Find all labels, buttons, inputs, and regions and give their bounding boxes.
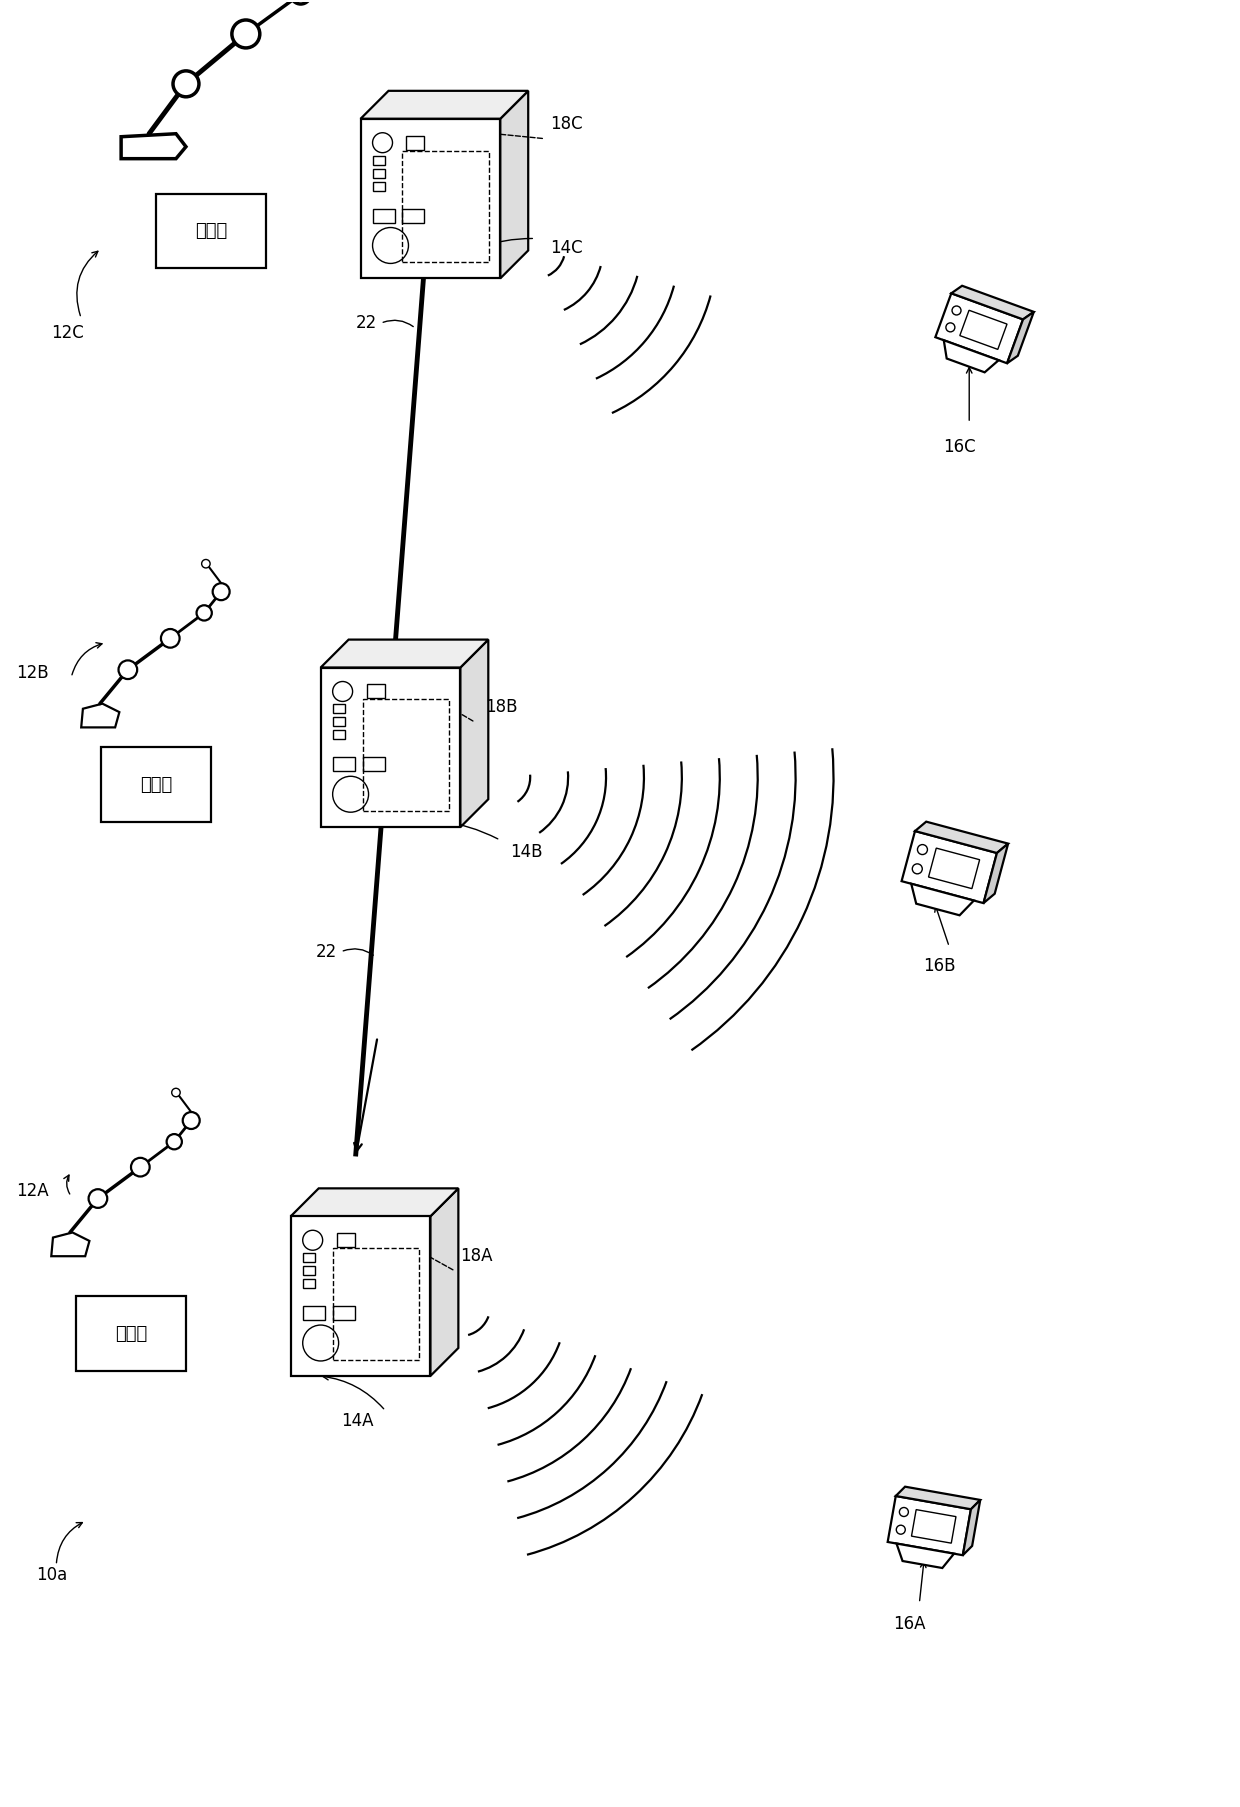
Bar xyxy=(303,1254,315,1263)
Bar xyxy=(76,1296,186,1372)
Bar xyxy=(336,1232,355,1247)
Bar xyxy=(332,1306,355,1321)
Polygon shape xyxy=(935,293,1023,363)
Bar xyxy=(372,155,384,164)
Circle shape xyxy=(202,560,210,567)
Text: 示教中: 示教中 xyxy=(140,775,172,793)
Polygon shape xyxy=(929,847,980,889)
Bar xyxy=(372,183,384,190)
Circle shape xyxy=(174,70,198,98)
Bar xyxy=(362,699,449,811)
Circle shape xyxy=(131,1158,150,1176)
Text: 12B: 12B xyxy=(16,663,50,681)
Polygon shape xyxy=(460,640,489,828)
Text: 14A: 14A xyxy=(341,1411,373,1429)
Bar xyxy=(156,193,265,269)
Bar xyxy=(332,1249,419,1361)
Text: 10a: 10a xyxy=(36,1567,67,1585)
Polygon shape xyxy=(81,703,119,728)
Circle shape xyxy=(119,660,138,679)
Polygon shape xyxy=(962,1500,981,1556)
Circle shape xyxy=(290,0,311,4)
Polygon shape xyxy=(911,1509,956,1543)
Text: 16B: 16B xyxy=(923,958,956,976)
Text: 18A: 18A xyxy=(460,1247,492,1265)
Polygon shape xyxy=(888,1496,971,1556)
Circle shape xyxy=(166,1135,182,1149)
Polygon shape xyxy=(911,884,973,916)
Circle shape xyxy=(232,20,260,49)
Bar xyxy=(303,1267,315,1276)
Bar xyxy=(403,208,424,222)
Polygon shape xyxy=(960,311,1007,349)
Text: 生産中: 生産中 xyxy=(195,222,227,240)
Text: 生産中: 生産中 xyxy=(115,1325,148,1343)
Text: 22: 22 xyxy=(356,314,377,332)
Polygon shape xyxy=(321,640,489,667)
Circle shape xyxy=(88,1189,107,1207)
Bar xyxy=(102,748,211,822)
Polygon shape xyxy=(361,119,500,278)
Text: 18C: 18C xyxy=(551,116,583,132)
Text: 18B: 18B xyxy=(485,699,518,716)
Bar xyxy=(332,757,355,772)
Polygon shape xyxy=(915,822,1008,853)
Circle shape xyxy=(213,584,229,600)
Bar xyxy=(303,1279,315,1288)
Text: 14C: 14C xyxy=(551,240,583,257)
Polygon shape xyxy=(51,1232,89,1256)
Polygon shape xyxy=(895,1487,981,1509)
Bar xyxy=(332,717,345,726)
Polygon shape xyxy=(951,286,1034,320)
Polygon shape xyxy=(944,340,998,372)
Bar xyxy=(372,208,394,222)
Bar xyxy=(403,150,489,262)
Circle shape xyxy=(197,605,212,620)
Polygon shape xyxy=(983,844,1008,904)
Polygon shape xyxy=(290,1189,459,1216)
Polygon shape xyxy=(122,134,186,159)
Polygon shape xyxy=(897,1543,954,1568)
Polygon shape xyxy=(290,1216,430,1375)
Polygon shape xyxy=(500,90,528,278)
Bar xyxy=(372,168,384,177)
Text: 16C: 16C xyxy=(942,437,976,455)
Polygon shape xyxy=(901,831,997,904)
Circle shape xyxy=(161,629,180,647)
Polygon shape xyxy=(321,667,460,828)
Text: 12C: 12C xyxy=(51,323,84,342)
Polygon shape xyxy=(430,1189,459,1375)
Bar xyxy=(362,757,384,772)
Bar xyxy=(332,730,345,739)
Bar xyxy=(332,705,345,714)
Bar xyxy=(367,685,384,699)
Circle shape xyxy=(182,1111,200,1129)
Text: 16A: 16A xyxy=(893,1615,925,1634)
Text: 14B: 14B xyxy=(510,844,543,862)
Polygon shape xyxy=(361,90,528,119)
Circle shape xyxy=(171,1088,180,1097)
Bar xyxy=(303,1306,325,1321)
Text: 12A: 12A xyxy=(16,1182,50,1200)
Text: 22: 22 xyxy=(316,943,337,961)
Polygon shape xyxy=(1007,313,1034,363)
Bar xyxy=(407,136,424,150)
